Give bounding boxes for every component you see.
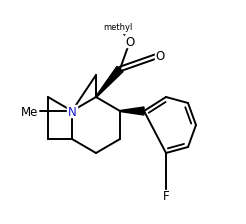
Bar (125, 35, 135, 47)
Text: N: N (68, 106, 76, 118)
Bar (155, 49, 165, 61)
Text: Me: Me (21, 106, 38, 118)
Polygon shape (120, 107, 144, 115)
Bar (67, 105, 77, 117)
Bar (161, 190, 171, 202)
Text: O: O (125, 35, 135, 49)
Bar (106, 21, 130, 33)
Text: methyl: methyl (103, 24, 133, 32)
Text: O: O (155, 50, 165, 62)
Text: F: F (163, 190, 169, 203)
Polygon shape (96, 66, 123, 97)
